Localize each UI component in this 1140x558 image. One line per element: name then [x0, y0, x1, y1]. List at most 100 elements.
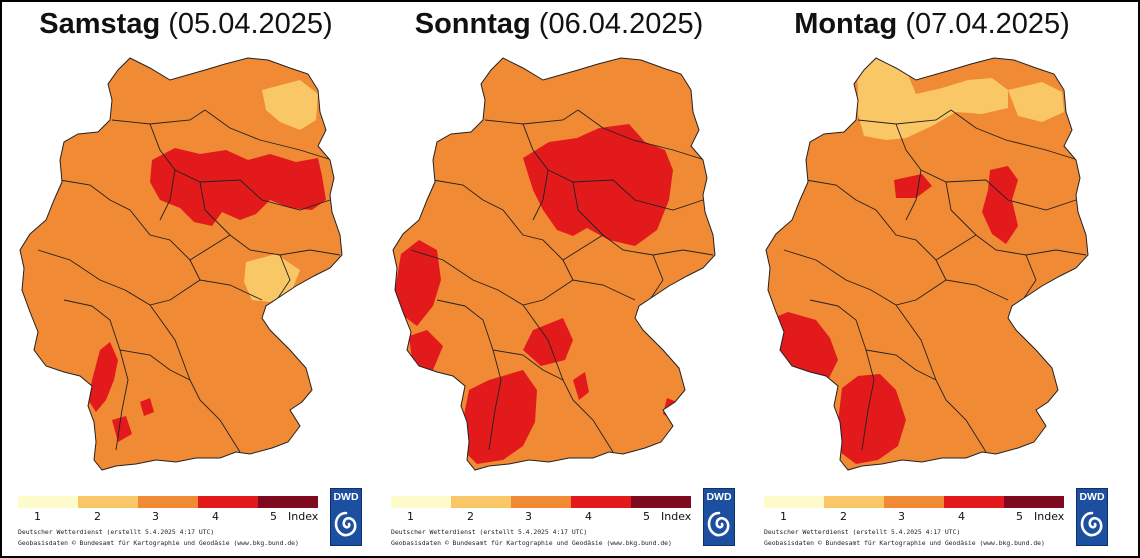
dwd-logo-text: DWD	[333, 491, 359, 503]
state-border	[492, 349, 564, 381]
legend-swatch-4	[944, 496, 1004, 508]
state-border	[865, 349, 937, 381]
legend-swatch-5	[631, 496, 691, 508]
state-border	[59, 179, 191, 261]
panel-title: Samstag (05.04.2025)	[0, 8, 372, 41]
level-4-area	[395, 240, 441, 326]
legend-tick-label: 3	[525, 510, 532, 523]
level-4-area	[88, 342, 118, 412]
state-border	[809, 299, 839, 307]
legend-tick-label: 2	[94, 510, 101, 523]
legend-swatch-1	[18, 496, 78, 508]
legend-swatch-5	[1004, 496, 1064, 508]
legend-swatch-2	[78, 496, 138, 508]
dwd-swirl-icon	[707, 511, 730, 537]
state-border	[159, 169, 176, 221]
legend-index-label: Index	[661, 510, 692, 523]
state-border	[532, 169, 549, 221]
state-border	[905, 169, 922, 221]
footer-credit: Deutscher Wetterdienst (erstellt 5.4.202…	[18, 528, 215, 536]
state-border	[149, 123, 331, 211]
map-panel-samstag: Samstag (05.04.2025) 1 2 3 4 5 Index Deutscher …	[0, 0, 372, 554]
footer-geodata: Geobasisdaten © Bundesamt für Kartograph…	[391, 539, 672, 547]
state-border	[945, 181, 1087, 256]
state-border	[895, 304, 987, 453]
level-3-area	[766, 58, 1088, 470]
dwd-swirl-icon	[334, 511, 357, 537]
legend-index-label: Index	[1034, 510, 1065, 523]
dwd-logo: DWD	[1076, 488, 1108, 546]
legend-tick-label: 2	[840, 510, 847, 523]
legend-tick-label: 1	[34, 510, 41, 523]
legend-tick-label: 5	[1016, 510, 1023, 523]
legend-swatch-3	[884, 496, 944, 508]
level-2-area	[262, 80, 318, 130]
level-4-area	[982, 166, 1018, 244]
level-2-area	[856, 58, 1008, 140]
state-border	[199, 181, 341, 256]
country-outline	[19, 57, 343, 471]
legend-tick-label: 3	[898, 510, 905, 523]
legend-swatch-1	[391, 496, 451, 508]
state-border	[204, 109, 333, 161]
state-border	[837, 305, 875, 451]
legend-tick-label: 3	[152, 510, 159, 523]
state-border	[572, 181, 714, 256]
state-border	[189, 234, 231, 281]
legend-swatch-1	[764, 496, 824, 508]
legend-ticks: 1 2 3 4 5 Index	[764, 510, 1074, 524]
legend-tick-label: 4	[958, 510, 965, 523]
state-border	[522, 123, 704, 211]
panel-day: Montag	[794, 8, 898, 40]
panel-day: Sonntag	[414, 8, 531, 40]
legend-swatch-4	[571, 496, 631, 508]
germany-map	[19, 57, 343, 471]
state-border	[805, 179, 937, 261]
state-border	[577, 109, 706, 161]
legend-ticks: 1 2 3 4 5 Index	[18, 510, 328, 524]
panel-title: Sonntag (06.04.2025)	[373, 8, 745, 41]
legend-tick-label: 5	[270, 510, 277, 523]
footer-credit: Deutscher Wetterdienst (erstellt 5.4.202…	[764, 528, 961, 536]
level-4-area	[140, 398, 154, 416]
map-panel-montag: Montag (07.04.2025) 1 2 3 4 5 Index Deutscher W…	[746, 0, 1118, 554]
state-border	[950, 109, 1079, 161]
state-border	[1023, 254, 1037, 299]
legend-swatch-2	[824, 496, 884, 508]
level-4-area	[461, 370, 537, 464]
map-panel-sonntag: Sonntag (06.04.2025) 1 2 3 4 5 Index Deutscher …	[373, 0, 745, 554]
footer-credit: Deutscher Wetterdienst (erstellt 5.4.202…	[391, 528, 588, 536]
level-4-area	[409, 330, 443, 370]
panel-date: (05.04.2025)	[160, 8, 333, 40]
level-4-area	[523, 318, 573, 366]
legend-swatch-3	[511, 496, 571, 508]
state-border	[484, 109, 579, 125]
germany-map	[392, 57, 716, 471]
panel-day: Samstag	[39, 8, 161, 40]
legend-tick-label: 1	[780, 510, 787, 523]
state-border	[935, 234, 977, 281]
level-2-area	[244, 254, 300, 302]
panel-date: (07.04.2025)	[897, 8, 1070, 40]
state-border	[562, 234, 604, 281]
state-border	[91, 305, 129, 451]
state-border	[277, 254, 291, 299]
legend-tick-label: 1	[407, 510, 414, 523]
country-outline	[765, 57, 1089, 471]
state-border	[119, 349, 191, 381]
legend-tick-label: 2	[467, 510, 474, 523]
state-border	[895, 123, 1077, 211]
legend-index-label: Index	[288, 510, 319, 523]
state-border	[857, 109, 952, 125]
legend-colorbar	[764, 496, 1064, 510]
state-border	[436, 299, 466, 307]
legend-colorbar	[391, 496, 691, 510]
legend-swatch-4	[198, 496, 258, 508]
dwd-logo-text: DWD	[1079, 491, 1105, 503]
legend-tick-label: 4	[212, 510, 219, 523]
legend-swatch-2	[451, 496, 511, 508]
level-3-area	[393, 58, 715, 470]
level-4-area	[838, 374, 906, 464]
legend-tick-label: 5	[643, 510, 650, 523]
legend-swatch-5	[258, 496, 318, 508]
